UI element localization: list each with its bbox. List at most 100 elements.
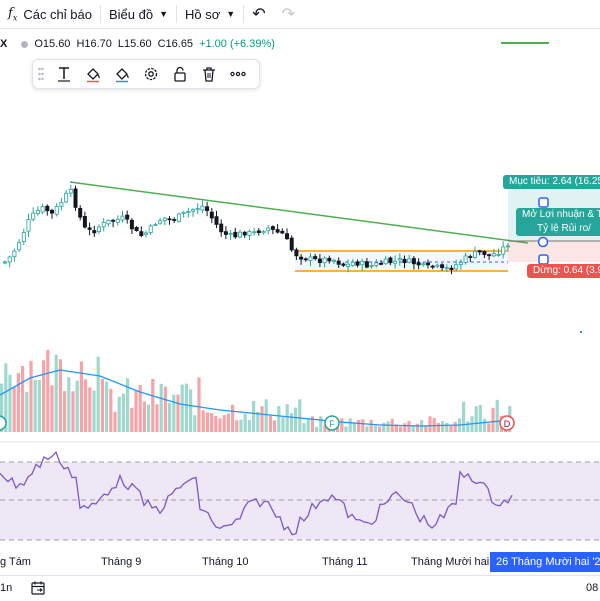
candle-body	[505, 245, 510, 248]
calendar-range-icon	[31, 581, 45, 595]
volume-bar	[197, 377, 201, 432]
candle-body	[64, 192, 69, 203]
drag-handle-icon[interactable]	[33, 60, 49, 88]
undo-button[interactable]: ↶	[244, 0, 273, 28]
candle-body	[303, 258, 308, 261]
candle-body	[270, 226, 275, 230]
settings-button[interactable]	[136, 60, 165, 88]
profile-button[interactable]: Hồ sơ ▼	[177, 0, 243, 28]
candle-body	[256, 230, 261, 233]
volume-bar	[25, 391, 29, 432]
candle-body	[487, 254, 492, 257]
candle-body	[45, 205, 50, 212]
candle-body	[190, 209, 195, 212]
candle-body	[40, 206, 45, 213]
line-color-icon	[115, 68, 129, 83]
volume-bar	[357, 419, 361, 432]
volume-bar	[348, 418, 352, 432]
time-axis[interactable]: g Tám Tháng 9 Tháng 10 Tháng 11 Tháng Mư…	[0, 550, 600, 574]
trendline[interactable]	[69, 181, 529, 244]
volume-bar	[113, 411, 117, 432]
volume-bar	[168, 403, 172, 432]
entry-handle[interactable]	[537, 236, 549, 248]
stop-handle[interactable]	[538, 254, 549, 265]
volume-bar	[340, 418, 344, 432]
volume-bar	[462, 401, 466, 432]
candle-body	[397, 258, 402, 261]
line-color-button[interactable]	[107, 60, 136, 88]
candle-body	[195, 208, 200, 211]
candle-body	[92, 230, 97, 234]
candle-body	[78, 208, 83, 218]
text-tool-button[interactable]	[49, 60, 78, 88]
event-marker[interactable]	[0, 415, 7, 431]
candle-body	[26, 219, 31, 232]
candles	[3, 185, 510, 275]
volume-ma-line	[0, 369, 501, 427]
candle-body	[200, 205, 205, 211]
time-label: Tháng 11	[322, 556, 368, 568]
candle-body	[209, 211, 214, 219]
candle-body	[468, 256, 473, 258]
candle-body	[477, 250, 482, 253]
volume-bar	[428, 416, 432, 432]
volume-bar	[260, 406, 264, 432]
volume-bar	[117, 396, 121, 432]
paint-bucket-icon	[86, 68, 100, 83]
volume-bar	[96, 356, 100, 432]
rsi-band	[0, 462, 600, 540]
candle-body	[219, 223, 224, 233]
interval-button[interactable]: 1n	[0, 582, 13, 594]
chart-type-button[interactable]: Biểu đồ ▼	[101, 0, 176, 28]
volume-bar	[256, 411, 260, 432]
candle-body	[176, 213, 181, 222]
volume-bar	[483, 418, 487, 432]
indicators-button[interactable]: fx Các chỉ báo	[0, 0, 100, 28]
redo-button[interactable]: ↷	[274, 0, 303, 28]
candle-body	[120, 215, 125, 221]
calendar-button[interactable]	[30, 580, 46, 599]
candle-body	[440, 264, 445, 269]
candle-body	[331, 259, 336, 262]
candle-body	[299, 256, 304, 260]
volume-bar	[222, 415, 226, 432]
volume-bar	[79, 361, 83, 432]
volume-bar	[495, 399, 499, 432]
candle-body	[167, 218, 172, 221]
delete-button[interactable]	[194, 60, 223, 88]
candle-body	[444, 267, 449, 270]
volume-bar	[176, 394, 180, 432]
candle-body	[73, 188, 78, 208]
candle-body	[501, 246, 506, 255]
fill-color-button[interactable]	[78, 60, 107, 88]
target-handle[interactable]	[538, 197, 549, 208]
candle-body	[416, 262, 421, 266]
chart-type-label: Biểu đồ	[108, 6, 154, 22]
volume-bar	[369, 419, 373, 432]
volume-bar	[88, 387, 92, 432]
dividend-marker[interactable]	[499, 415, 515, 431]
candle-body	[87, 227, 92, 230]
volume-bar	[281, 417, 285, 432]
market-status-icon	[21, 40, 29, 48]
lock-button[interactable]	[165, 60, 194, 88]
candle-body	[228, 232, 233, 235]
candle-body	[266, 227, 271, 232]
volume-bar	[474, 406, 478, 432]
candle-body	[378, 262, 383, 265]
candle-body	[3, 261, 8, 264]
candle-body	[214, 216, 219, 225]
volume-bar	[130, 407, 134, 432]
more-button[interactable]	[223, 60, 252, 88]
volume-bar	[264, 399, 268, 432]
volume-bar	[105, 381, 109, 432]
symbol-name[interactable]: X	[0, 38, 8, 50]
loss-zone[interactable]	[508, 241, 600, 262]
candle-body	[134, 227, 139, 232]
close-value: C16.65	[157, 38, 194, 50]
candle-body	[186, 211, 191, 213]
financials-marker[interactable]	[324, 415, 340, 431]
candle-body	[350, 261, 355, 266]
volume-bar	[142, 401, 146, 432]
